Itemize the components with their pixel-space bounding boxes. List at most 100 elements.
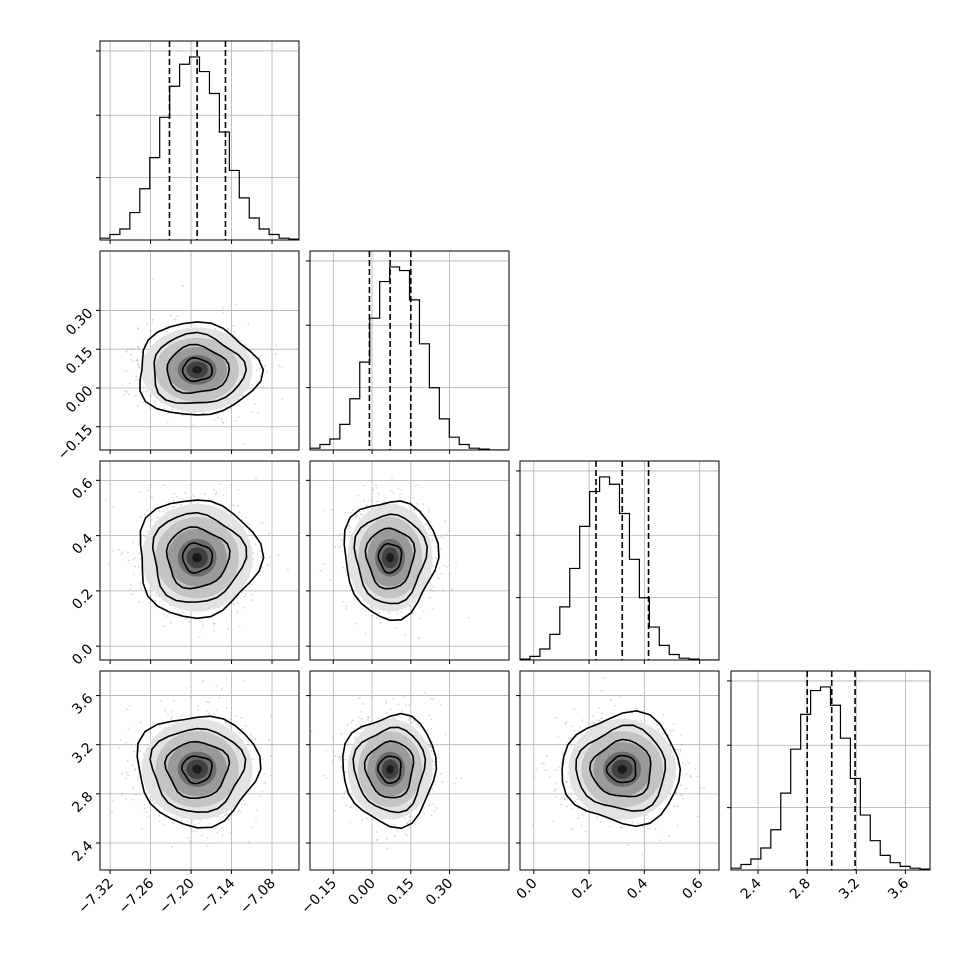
sample-point	[214, 493, 217, 495]
sample-point	[261, 566, 264, 569]
sample-point	[345, 804, 347, 807]
sample-point	[147, 815, 150, 818]
sample-point	[371, 614, 374, 617]
sample-point	[367, 500, 369, 503]
y-tick-label: 0.2	[69, 586, 96, 613]
sample-point	[125, 771, 128, 774]
sample-point	[438, 566, 441, 569]
sample-point	[392, 698, 395, 700]
y-tick-label: 0.4	[69, 531, 96, 558]
sample-point	[158, 819, 161, 822]
sample-point	[213, 489, 215, 491]
sample-point	[146, 509, 149, 512]
sample-point	[137, 366, 140, 368]
sample-point	[146, 390, 149, 393]
sample-point	[377, 612, 380, 614]
x-tick-label: −7.20	[156, 876, 198, 918]
sample-point	[657, 728, 659, 730]
sample-point	[171, 845, 173, 848]
sample-point	[132, 558, 134, 561]
sample-point	[197, 708, 200, 711]
sample-point	[345, 607, 348, 610]
sample-point	[130, 743, 133, 746]
sample-point	[173, 318, 175, 321]
sample-point	[127, 559, 130, 562]
sample-point	[407, 719, 410, 721]
sample-point	[428, 744, 431, 747]
sample-point	[225, 722, 227, 724]
sample-point	[341, 532, 343, 535]
sample-point	[592, 715, 594, 718]
sample-point	[131, 348, 134, 350]
sample-point	[215, 708, 218, 711]
sample-point	[130, 358, 133, 361]
sample-point	[359, 728, 362, 730]
sample-point	[143, 391, 146, 393]
sample-point	[125, 350, 127, 352]
sample-point	[121, 792, 123, 795]
sample-point	[350, 806, 353, 808]
sample-point	[439, 704, 442, 706]
sample-point	[405, 704, 407, 706]
sample-point	[342, 600, 344, 603]
sample-point	[565, 720, 568, 723]
sample-point	[331, 736, 334, 739]
sample-point	[385, 711, 388, 714]
sample-point	[423, 691, 426, 694]
sample-point	[154, 802, 157, 804]
sample-point	[340, 766, 343, 769]
sample-point	[188, 620, 191, 623]
sample-point	[152, 277, 155, 280]
sample-point	[329, 578, 332, 581]
contour-2	[364, 527, 416, 590]
sample-point	[428, 794, 431, 796]
sample-point	[397, 703, 400, 706]
sample-point	[137, 327, 139, 329]
sample-point	[426, 741, 429, 743]
sample-point	[254, 543, 257, 546]
sample-point	[172, 506, 175, 508]
sample-point	[132, 541, 134, 544]
sample-point	[238, 625, 241, 628]
sample-point	[149, 407, 152, 410]
x-tick-label: −7.32	[75, 876, 117, 918]
sample-point	[325, 749, 328, 752]
sample-point	[237, 398, 240, 401]
sample-point	[399, 493, 401, 496]
sample-point	[222, 816, 225, 818]
sample-point	[427, 510, 430, 513]
sample-point	[679, 784, 682, 787]
sample-point	[361, 702, 364, 705]
sample-point	[323, 509, 326, 512]
sample-point	[442, 536, 445, 539]
sample-point	[176, 315, 179, 318]
sample-point	[375, 839, 378, 842]
sample-point	[387, 612, 390, 615]
sample-point	[128, 393, 131, 396]
sample-point	[229, 832, 232, 835]
sample-point	[259, 550, 261, 553]
contour-0	[341, 712, 438, 830]
sample-point	[244, 344, 247, 347]
sample-point	[250, 826, 253, 829]
sample-point	[453, 782, 456, 785]
sample-point	[609, 698, 612, 701]
sample-point	[219, 817, 221, 820]
sample-point	[237, 809, 240, 812]
sample-point	[340, 539, 343, 541]
sample-point	[132, 787, 135, 790]
sample-point	[347, 528, 350, 530]
sample-point	[143, 807, 146, 810]
sample-point	[129, 588, 132, 590]
sample-point	[181, 713, 184, 716]
sample-point	[120, 553, 123, 555]
contour-3	[377, 542, 403, 574]
sample-point	[136, 360, 139, 362]
sample-point	[334, 755, 337, 757]
sample-point	[232, 602, 235, 605]
scatter-panel-3-1: −0.15 0.00 0.15 0.30	[298, 670, 510, 917]
sample-point	[430, 746, 433, 749]
sample-point	[406, 822, 409, 825]
sample-point	[431, 540, 433, 543]
sample-point	[385, 702, 387, 705]
